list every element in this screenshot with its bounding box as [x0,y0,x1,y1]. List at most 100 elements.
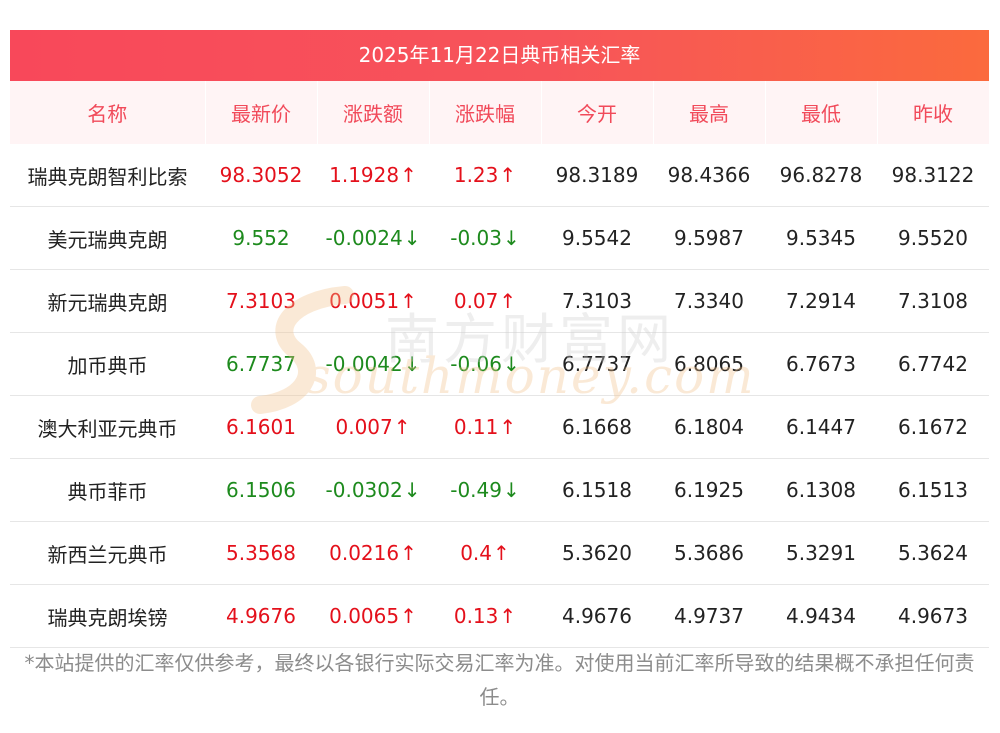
header-change: 涨跌额 [317,81,430,144]
cell-change: 0.0216↑ [317,521,429,585]
cell-low-value: 6.1447 [786,415,856,439]
cell-prev-close: 6.7742 [877,332,989,396]
cell-low: 96.8278 [765,144,877,207]
cell-change-pct-value: 0.07 [453,289,499,313]
arrow-up-icon: ↑ [400,289,417,313]
arrow-down-icon: ↓ [403,352,421,376]
cell-prev-close: 4.9673 [877,584,989,648]
arrow-up-icon: ↑ [493,541,510,565]
cell-prev-close-value: 7.3108 [898,289,968,313]
cell-latest: 7.3103 [205,269,317,333]
cell-prev-close: 6.1672 [877,395,989,459]
cell-change-pct: -0.06↓ [429,332,541,396]
arrow-up-icon: ↑ [499,289,517,313]
table-row: 美元瑞典克朗 9.552 -0.0024↓ -0.03↓ 9.5542 9.5987 9.5… [10,206,989,270]
cell-latest: 6.7737 [205,332,317,396]
cell-change-value: 0.007 [335,415,393,439]
cell-low: 4.9434 [765,584,877,648]
cell-name: 澳大利亚元典币 [10,395,205,459]
cell-low-value: 6.1308 [786,478,856,502]
cell-change-value: 1.1928 [329,163,400,187]
cell-prev-close-value: 6.1513 [898,478,968,502]
cell-low: 6.1447 [765,395,877,459]
cell-change-pct-value: 0.4 [460,541,493,565]
cell-change: -0.0302↓ [317,458,429,522]
cell-name: 典币菲币 [10,458,205,522]
cell-high: 6.1804 [653,395,765,459]
arrow-up-icon: ↑ [393,415,411,439]
table-title: 2025年11月22日典币相关汇率 [10,30,989,81]
cell-latest-value: 6.1506 [226,478,296,502]
cell-change: 0.007↑ [317,395,429,459]
table-row: 加币典币 6.7737 -0.0042↓ -0.06↓ 6.7737 6.8065 6.76… [10,332,989,396]
cell-open-value: 5.3620 [562,541,632,565]
cell-latest-value: 98.3052 [219,163,303,187]
cell-open-value: 6.1668 [562,415,632,439]
cell-low-value: 96.8278 [779,163,863,187]
cell-low-value: 9.5345 [786,226,856,250]
cell-name-value: 加币典币 [67,353,148,378]
cell-open-value: 98.3189 [555,163,639,187]
cell-latest-value: 7.3103 [226,289,296,313]
cell-name-value: 瑞典克朗智利比索 [27,164,188,189]
cell-high-value: 6.1804 [674,415,744,439]
cell-open: 6.7737 [541,332,653,396]
cell-open-value: 9.5542 [562,226,632,250]
cell-prev-close-value: 98.3122 [891,163,975,187]
cell-open-value: 6.7737 [562,352,632,376]
cell-high-value: 98.4366 [667,163,751,187]
cell-high-value: 6.8065 [674,352,744,376]
cell-change-pct: 0.4↑ [429,521,541,585]
cell-change-pct-value: 0.11 [453,415,499,439]
cell-prev-close-value: 5.3624 [898,541,968,565]
table-row: 瑞典克朗智利比索 98.3052 1.1928↑ 1.23↑ 98.3189 98.436… [10,144,989,207]
cell-change: -0.0024↓ [317,206,429,270]
cell-name: 瑞典克朗埃镑 [10,584,205,648]
table-row: 澳大利亚元典币 6.1601 0.007↑ 0.11↑ 6.1668 6.1804 6.14… [10,395,989,459]
cell-prev-close-value: 6.7742 [898,352,968,376]
cell-low-value: 5.3291 [786,541,856,565]
cell-open: 4.9676 [541,584,653,648]
cell-change-pct-value: 1.23 [453,163,499,187]
cell-open-value: 4.9676 [562,604,632,628]
cell-prev-close-value: 9.5520 [898,226,968,250]
cell-high-value: 9.5987 [674,226,744,250]
cell-change-pct: 0.07↑ [429,269,541,333]
cell-high-value: 6.1925 [674,478,744,502]
cell-latest: 9.552 [205,206,317,270]
cell-change: 0.0051↑ [317,269,429,333]
cell-change-pct: -0.03↓ [429,206,541,270]
table-row: 新元瑞典克朗 7.3103 0.0051↑ 0.07↑ 7.3103 7.3340 7.29… [10,269,989,333]
cell-latest: 5.3568 [205,521,317,585]
cell-change-pct: 0.11↑ [429,395,541,459]
cell-latest-value: 4.9676 [226,604,296,628]
cell-low: 9.5345 [765,206,877,270]
header-low: 最低 [765,81,878,144]
cell-prev-close: 98.3122 [877,144,989,207]
cell-prev-close: 7.3108 [877,269,989,333]
cell-name-value: 典币菲币 [67,479,148,504]
cell-prev-close: 6.1513 [877,458,989,522]
header-open: 今开 [541,81,654,144]
cell-open: 6.1518 [541,458,653,522]
cell-change-pct-value: -0.49 [450,478,502,502]
cell-change-value: -0.0302 [325,478,403,502]
cell-change-pct: -0.49↓ [429,458,541,522]
cell-open-value: 7.3103 [562,289,632,313]
cell-high-value: 5.3686 [674,541,744,565]
cell-open-value: 6.1518 [562,478,632,502]
table-row: 典币菲币 6.1506 -0.0302↓ -0.49↓ 6.1518 6.1925 6.13… [10,458,989,522]
header-high: 最高 [653,81,766,144]
cell-name-value: 美元瑞典克朗 [47,227,168,252]
cell-low-value: 4.9434 [786,604,856,628]
arrow-down-icon: ↓ [502,226,520,250]
cell-open: 98.3189 [541,144,653,207]
cell-high-value: 7.3340 [674,289,744,313]
cell-low: 7.2914 [765,269,877,333]
cell-name: 加币典币 [10,332,205,396]
header-name: 名称 [10,81,206,144]
arrow-down-icon: ↓ [502,478,520,502]
cell-high: 9.5987 [653,206,765,270]
cell-change-pct: 1.23↑ [429,144,541,207]
disclaimer-note: *本站提供的汇率仅供参考，最终以各银行实际交易汇率为准。对使用当前汇率所导致的结… [24,651,975,709]
